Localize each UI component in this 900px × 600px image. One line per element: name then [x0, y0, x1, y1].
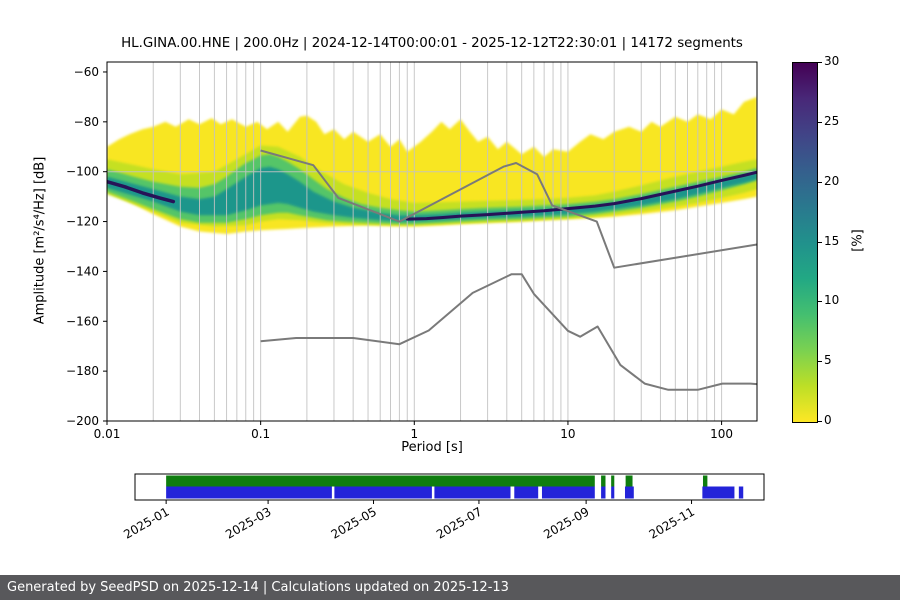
- y-tick-label: −140: [66, 264, 99, 278]
- ppsd-mode-line: [405, 170, 757, 221]
- colorbar-tick-label: 30: [824, 54, 840, 68]
- colorbar-tick-label: 20: [824, 173, 840, 188]
- ppsd-band-teal-core: [107, 166, 757, 222]
- plot-frame: [106, 61, 758, 422]
- timeline-blue-segment: [702, 486, 735, 499]
- y-tick-label: −100: [66, 165, 99, 179]
- status-bar: Generated by SeedPSD on 2025-12-14 | Cal…: [0, 575, 900, 600]
- x-tick-label: 1: [410, 427, 418, 441]
- colorbar-tick: [818, 241, 822, 243]
- ppsd-mode-line: [107, 179, 176, 204]
- y-tick-label: −120: [66, 215, 99, 229]
- x-tick-label: 0.1: [251, 427, 270, 441]
- y-tick-label: −60: [74, 65, 99, 79]
- timeline-blue-segment: [624, 486, 634, 499]
- timeline-green-segment: [702, 475, 708, 487]
- plot-title: HL.GINA.00.HNE | 200.0Hz | 2024-12-14T00…: [121, 36, 743, 51]
- timeline-blue-segment: [611, 486, 615, 499]
- timeline-blue-segment: [334, 486, 432, 499]
- timeline-month-label: 2025-03: [223, 504, 273, 541]
- colorbar-tick-label: 5: [824, 353, 832, 368]
- timeline-blue-segment: [514, 486, 539, 499]
- timeline-blue-segment: [738, 486, 744, 499]
- ppsd-plot-canvas: 0.01 0.1 1 10 100 −60 −80 −100 −120 −140 −160 −180 −…: [66, 61, 758, 441]
- colorbar-tick: [818, 301, 822, 303]
- timeline-blue-segment: [166, 486, 332, 499]
- timeline-month-label: 2025-05: [329, 504, 379, 541]
- high-noise-model-line: [260, 149, 757, 269]
- x-tick-label: 10: [560, 427, 575, 441]
- low-noise-model-line: [260, 273, 757, 391]
- timeline-green-segment: [625, 475, 633, 487]
- y-tick-label: −160: [66, 314, 99, 328]
- timeline-green-segment: [601, 475, 606, 487]
- colorbar-tick-label: 25: [824, 113, 840, 128]
- colorbar-tick: [818, 62, 822, 63]
- timeline-month-label: 2025-09: [541, 504, 591, 541]
- colorbar-tick-label: 0: [824, 413, 832, 427]
- y-tick-label: −80: [74, 115, 99, 129]
- timeline-green-segment: [166, 475, 595, 487]
- ppsd-mode-band: [107, 170, 757, 221]
- colorbar-tick: [818, 121, 822, 123]
- grid: [106, 62, 757, 421]
- x-axis-label: Period [s]: [401, 440, 463, 455]
- timeline-month-label: 2025-11: [647, 504, 697, 541]
- timeline-blue-segment: [434, 486, 511, 499]
- colorbar-tick-label: 15: [824, 233, 840, 248]
- timeline-month-label: 2025-01: [121, 504, 171, 541]
- y-tick-label: −180: [66, 364, 99, 378]
- x-tick-label: 0.01: [94, 427, 121, 441]
- colorbar: [792, 62, 818, 423]
- colorbar-tick: [818, 181, 822, 183]
- colorbar-tick: [818, 361, 822, 363]
- colorbar-label: [%]: [850, 229, 866, 252]
- timeline-blue-segment: [541, 486, 595, 499]
- timeline-month-label: 2025-07: [434, 504, 484, 541]
- status-text: Generated by SeedPSD on 2025-12-14 | Cal…: [7, 580, 509, 595]
- ppsd-density-cloud: [107, 96, 757, 235]
- availability-timeline: 2025-01 2025-03 2025-05 2025-07 2025-09 2025-…: [121, 473, 765, 542]
- y-tick-label: −200: [66, 414, 99, 428]
- timeline-blue-segment: [601, 486, 606, 499]
- colorbar-tick: [818, 421, 822, 422]
- x-tick-label: 100: [710, 427, 733, 441]
- colorbar-tick-label: 10: [824, 293, 840, 308]
- timeline-green-segment: [611, 475, 615, 487]
